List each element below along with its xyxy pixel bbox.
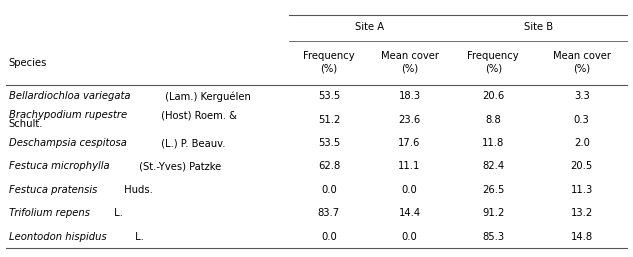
Text: 20.5: 20.5 (570, 161, 593, 171)
Text: 85.3: 85.3 (482, 232, 505, 242)
Text: 53.5: 53.5 (318, 138, 340, 148)
Text: (Lam.) Kerguélen: (Lam.) Kerguélen (163, 91, 251, 102)
Text: 18.3: 18.3 (399, 91, 420, 101)
Text: 82.4: 82.4 (482, 161, 505, 171)
Text: 0.3: 0.3 (574, 115, 589, 125)
Text: 0.0: 0.0 (402, 185, 417, 195)
Text: Mean cover
(%): Mean cover (%) (553, 51, 611, 74)
Text: 11.1: 11.1 (398, 161, 421, 171)
Text: 91.2: 91.2 (482, 208, 505, 218)
Text: 14.8: 14.8 (570, 232, 592, 242)
Text: 3.3: 3.3 (574, 91, 589, 101)
Text: 0.0: 0.0 (321, 232, 337, 242)
Text: L.: L. (132, 232, 144, 242)
Text: Frequency
(%): Frequency (%) (468, 51, 519, 74)
Text: Leontodon hispidus: Leontodon hispidus (9, 232, 106, 242)
Text: Bellardiochloa variegata: Bellardiochloa variegata (9, 91, 130, 101)
Text: Site A: Site A (354, 22, 384, 32)
Text: 20.6: 20.6 (482, 91, 505, 101)
Text: 83.7: 83.7 (318, 208, 340, 218)
Text: Festuca microphylla: Festuca microphylla (9, 161, 110, 171)
Text: (L.) P. Beauv.: (L.) P. Beauv. (158, 138, 225, 148)
Text: 13.2: 13.2 (570, 208, 593, 218)
Text: 62.8: 62.8 (318, 161, 340, 171)
Text: Mean cover
(%): Mean cover (%) (380, 51, 439, 74)
Text: 8.8: 8.8 (486, 115, 501, 125)
Text: (St.-Yves) Patzke: (St.-Yves) Patzke (136, 161, 222, 171)
Text: 23.6: 23.6 (398, 115, 421, 125)
Text: (Host) Roem. &: (Host) Roem. & (158, 111, 237, 121)
Text: Species: Species (9, 58, 47, 68)
Text: Schult.: Schult. (9, 119, 43, 129)
Text: Frequency
(%): Frequency (%) (303, 51, 354, 74)
Text: Festuca pratensis: Festuca pratensis (9, 185, 97, 195)
Text: 17.6: 17.6 (398, 138, 421, 148)
Text: 51.2: 51.2 (318, 115, 340, 125)
Text: 14.4: 14.4 (399, 208, 420, 218)
Text: Deschampsia cespitosa: Deschampsia cespitosa (9, 138, 127, 148)
Text: Trifolium repens: Trifolium repens (9, 208, 90, 218)
Text: Brachypodium rupestre: Brachypodium rupestre (9, 111, 127, 121)
Text: 11.8: 11.8 (482, 138, 505, 148)
Text: 0.0: 0.0 (321, 185, 337, 195)
Text: Huds.: Huds. (120, 185, 153, 195)
Text: 2.0: 2.0 (573, 138, 589, 148)
Text: 53.5: 53.5 (318, 91, 340, 101)
Text: 26.5: 26.5 (482, 185, 505, 195)
Text: L.: L. (111, 208, 123, 218)
Text: 11.3: 11.3 (570, 185, 593, 195)
Text: 0.0: 0.0 (402, 232, 417, 242)
Text: Site B: Site B (523, 22, 553, 32)
